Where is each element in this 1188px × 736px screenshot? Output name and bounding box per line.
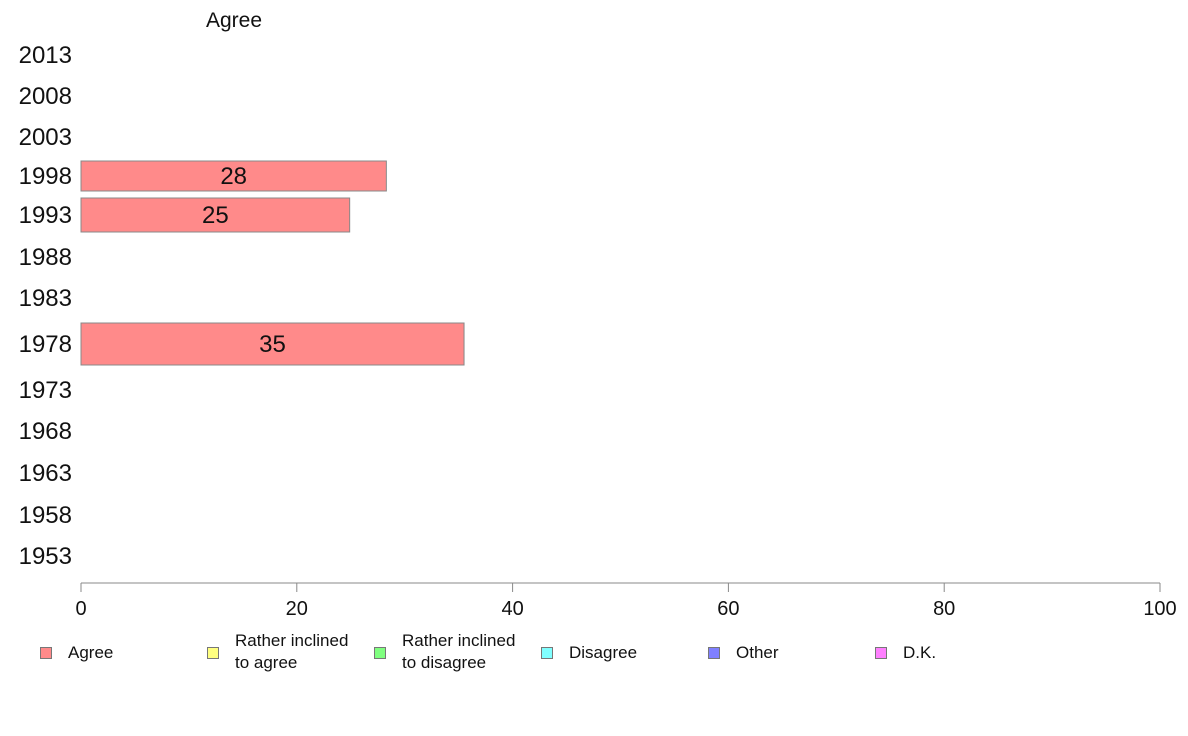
legend-item: Rather inclined to disagree [374, 630, 515, 674]
y-tick-label: 1973 [19, 377, 72, 404]
x-tick-label: 40 [501, 598, 523, 620]
y-tick-label: 1968 [19, 418, 72, 445]
y-tick-label: 1978 [19, 331, 72, 358]
legend-label: Rather inclined to disagree [402, 631, 516, 672]
legend-label: D.K. [903, 643, 937, 662]
x-tick-label: 0 [75, 598, 86, 620]
legend-swatch [875, 647, 887, 659]
bar [80, 160, 387, 192]
x-tick-label: 20 [286, 598, 308, 620]
x-tick-label: 100 [1143, 598, 1176, 620]
bar-chart: Agree 2013 2008 2003 1998 1993 1988 1983 1978 19… [19, 9, 1177, 620]
y-tick-label: 1963 [19, 460, 72, 487]
y-tick-label: 2003 [19, 124, 72, 151]
bar-value-label: 25 [202, 202, 229, 229]
legend-label: Disagree [569, 643, 638, 662]
y-tick-label: 2008 [19, 83, 72, 110]
legend-item: Disagree [541, 630, 637, 664]
legend: Agree Rather inclined to agree Rather incl… [0, 630, 1188, 690]
legend-item: Other [708, 630, 779, 664]
x-tick-label: 60 [717, 598, 739, 620]
y-tick-label: 1993 [19, 202, 72, 229]
legend-label: Agree [68, 643, 114, 662]
legend-swatch [207, 647, 219, 659]
bar-value-label: 28 [220, 163, 247, 190]
y-tick-label: 1953 [19, 543, 72, 570]
bar [80, 197, 351, 233]
legend-swatch [374, 647, 386, 659]
chart-title: Agree [206, 9, 262, 32]
y-tick-label: 1983 [19, 285, 72, 312]
bar-value-label: 35 [259, 331, 286, 358]
y-tick-label: 1998 [19, 163, 72, 190]
x-tick-label: 80 [933, 598, 955, 620]
y-tick-label: 1958 [19, 502, 72, 529]
y-tick-label: 2013 [19, 42, 72, 69]
y-axis-labels: 2013 2008 2003 1998 1993 1988 1983 1978 1973 1968… [19, 42, 72, 570]
legend-label: Other [736, 643, 779, 662]
legend-label: Rather inclined to agree [235, 631, 349, 672]
legend-swatch [541, 647, 553, 659]
bar [80, 322, 465, 366]
legend-swatch [40, 647, 52, 659]
x-axis: 0 20 40 60 80 100 [75, 582, 1177, 620]
legend-item: Agree [40, 630, 113, 664]
legend-swatch [708, 647, 720, 659]
y-tick-label: 1988 [19, 244, 72, 271]
bars: 28 25 35 [80, 160, 465, 366]
legend-item: D.K. [875, 630, 936, 664]
legend-item: Rather inclined to agree [207, 630, 348, 674]
